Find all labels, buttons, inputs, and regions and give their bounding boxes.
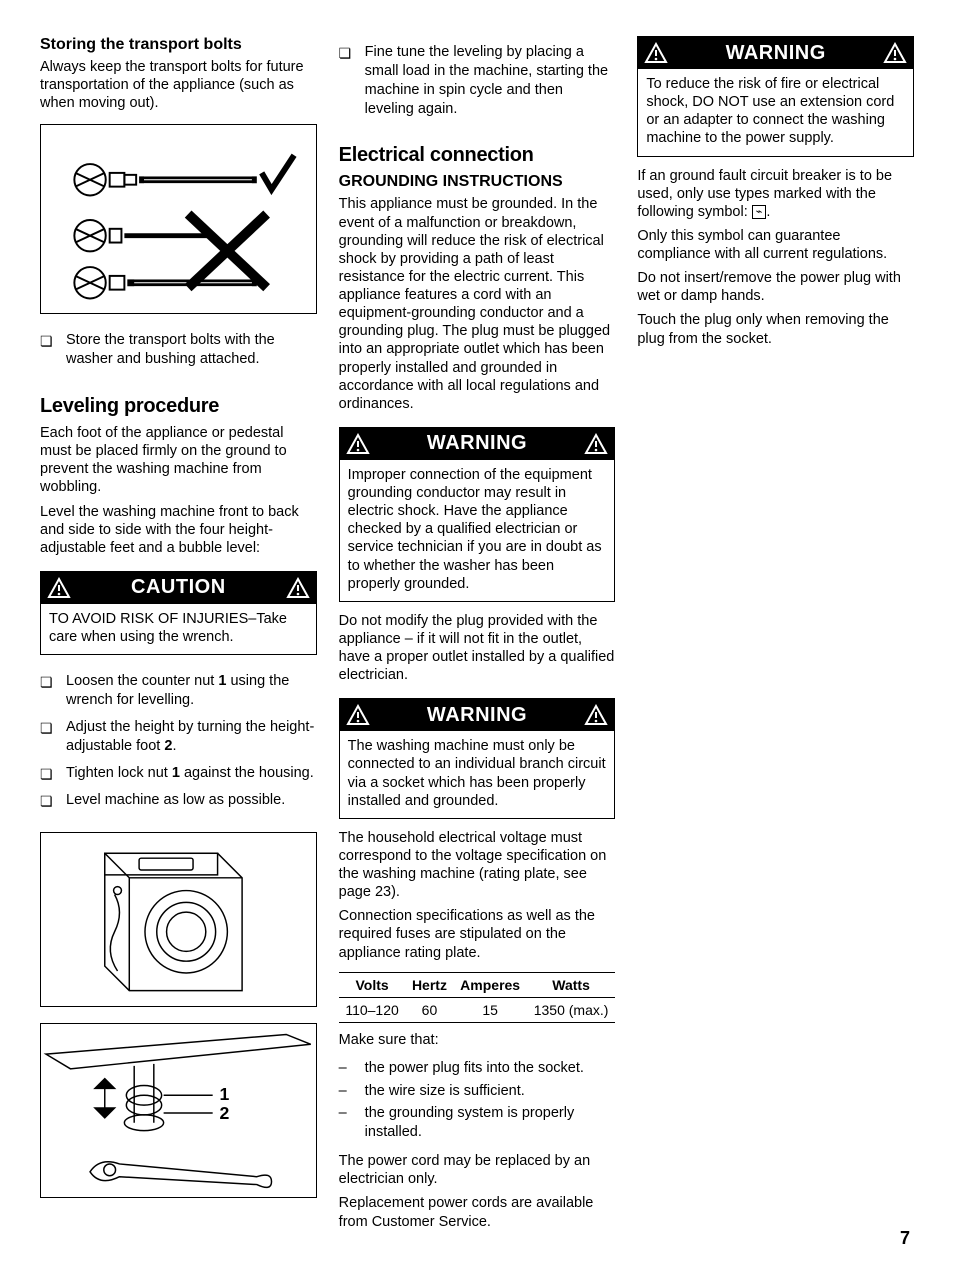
square-bullet-icon: ❏ [40,791,54,810]
para-gf-1: If an ground fault circuit breaker is to… [637,167,914,221]
table-header-row: Volts Hertz Amperes Watts [339,972,616,997]
para-level-2: Level the washing machine front to back … [40,503,317,557]
th-volts: Volts [339,972,406,997]
caution-label: CAUTION [131,576,226,599]
page-number: 7 [900,1228,910,1249]
column-middle: ❏ Fine tune the leveling by placing a sm… [339,36,616,1237]
para-gf-2: Only this symbol can guarantee complianc… [637,227,914,263]
warning-triangle-icon [584,433,608,455]
square-bullet-icon: ❏ [40,764,54,783]
warning-box-extension: WARNING To reduce the risk of fire or el… [637,36,914,157]
dash-icon: – [339,1082,353,1101]
warning-triangle-icon [584,704,608,726]
warning-triangle-icon [47,577,71,599]
th-amperes: Amperes [453,972,526,997]
table-row: 110–120 60 15 1350 (max.) [339,997,616,1022]
gfci-symbol-icon: ⌁ [752,205,767,220]
warning-triangle-icon [883,42,907,64]
warning-box-grounding: WARNING Improper connection of the equip… [339,427,616,602]
para-modify-plug: Do not modify the plug provided with the… [339,612,616,685]
heading-electrical: Electrical connection [339,144,616,167]
warning-triangle-icon [346,433,370,455]
warning-box-branch: WARNING The washing machine must only be… [339,698,616,819]
figure-foot-wrench: 1 2 [40,1023,317,1198]
td-volts: 110–120 [339,997,406,1022]
square-bullet-icon: ❏ [40,331,54,369]
svg-text:2: 2 [220,1103,230,1123]
para-store-intro: Always keep the transport bolts for futu… [40,58,317,112]
para-voltage: The household electrical voltage must co… [339,829,616,902]
heading-storing-bolts: Storing the transport bolts [40,36,317,54]
warning-triangle-icon [286,577,310,599]
warning-body-3: To reduce the risk of fire or electrical… [638,69,913,156]
para-gf-3: Do not insert/remove the power plug with… [637,269,914,305]
bullet-tighten-nut: ❏ Tighten lock nut 1 against the housing… [40,764,317,783]
bullet-level-low: ❏ Level machine as low as possible. [40,791,317,810]
warning-triangle-icon [346,704,370,726]
square-bullet-icon: ❏ [339,43,353,118]
figure-transport-bolts [40,124,317,314]
th-hertz: Hertz [405,972,453,997]
para-level-1: Each foot of the appliance or pedestal m… [40,424,317,497]
para-make-sure: Make sure that: [339,1031,616,1049]
td-amperes: 15 [453,997,526,1022]
th-watts: Watts [527,972,616,997]
para-grounding: This appliance must be grounded. In the … [339,195,616,413]
square-bullet-icon: ❏ [40,718,54,756]
dash-wire-size: – the wire size is sufficient. [339,1082,616,1101]
heading-leveling: Leveling procedure [40,395,317,418]
warning-triangle-icon [644,42,668,64]
warning-label: WARNING [726,42,826,65]
warning-label: WARNING [427,704,527,727]
heading-grounding: GROUNDING INSTRUCTIONS [339,173,616,191]
para-cord-1: The power cord may be replaced by an ele… [339,1152,616,1188]
caution-box-wrench: CAUTION TO AVOID RISK OF INJURIES–Take c… [40,571,317,655]
para-gf-4: Touch the plug only when removing the pl… [637,311,914,347]
column-left: Storing the transport bolts Always keep … [40,36,317,1237]
bullet-store-bolts: ❏ Store the transport bolts with the was… [40,331,317,369]
warning-body-2: The washing machine must only be connect… [340,731,615,818]
caution-body: TO AVOID RISK OF INJURIES–Take care when… [41,604,316,654]
figure-washer [40,832,317,1007]
td-hertz: 60 [405,997,453,1022]
dash-grounding: – the grounding system is properly insta… [339,1104,616,1142]
warning-body-1: Improper connection of the equipment gro… [340,460,615,601]
warning-label: WARNING [427,432,527,455]
dash-plug-fit: – the power plug fits into the socket. [339,1059,616,1078]
para-cord-2: Replacement power cords are available fr… [339,1194,616,1230]
column-right: WARNING To reduce the risk of fire or el… [637,36,914,1237]
bullet-fine-tune: ❏ Fine tune the leveling by placing a sm… [339,43,616,118]
bullet-loosen-nut: ❏ Loosen the counter nut 1 using the wre… [40,672,317,710]
dash-icon: – [339,1059,353,1078]
svg-text:1: 1 [220,1084,230,1104]
spec-table: Volts Hertz Amperes Watts 110–120 60 15 … [339,972,616,1023]
td-watts: 1350 (max.) [527,997,616,1022]
para-voltage-2: Connection specifications as well as the… [339,907,616,961]
square-bullet-icon: ❏ [40,672,54,710]
dash-icon: – [339,1104,353,1142]
bullet-adjust-height: ❏ Adjust the height by turning the heigh… [40,718,317,756]
